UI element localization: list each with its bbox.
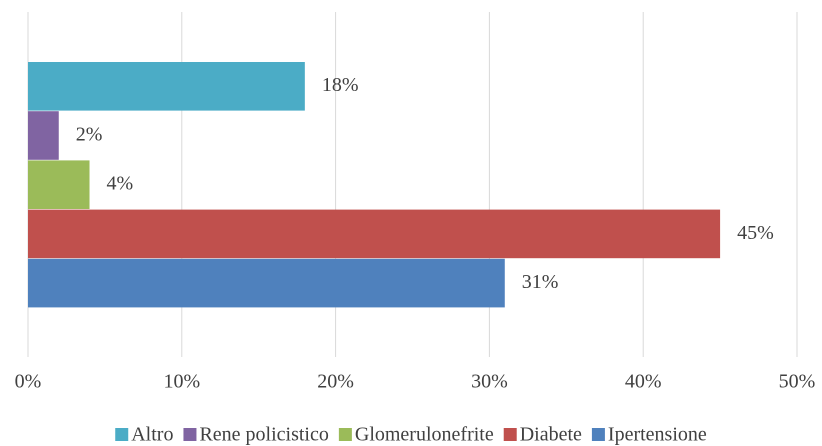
value-label: 31% bbox=[522, 271, 559, 293]
bar bbox=[28, 160, 90, 209]
legend-swatch bbox=[591, 428, 605, 441]
bar bbox=[28, 258, 505, 308]
legend-swatch bbox=[183, 428, 197, 441]
value-label: 2% bbox=[76, 123, 103, 145]
legend-label: Rene policistico bbox=[199, 424, 328, 446]
legend-swatch bbox=[503, 428, 517, 441]
x-tick-label: 20% bbox=[317, 371, 354, 393]
x-tick-label: 10% bbox=[163, 371, 200, 393]
bar bbox=[28, 62, 305, 111]
legend-label: Glomerulonefrite bbox=[355, 424, 494, 446]
legend-swatch bbox=[338, 428, 352, 441]
bar bbox=[28, 209, 721, 259]
x-tick-label: 0% bbox=[15, 371, 42, 393]
x-tick-label: 50% bbox=[779, 371, 816, 393]
value-label: 45% bbox=[737, 222, 774, 244]
x-tick-label: 40% bbox=[625, 371, 662, 393]
value-label: 18% bbox=[322, 74, 359, 96]
legend-swatch bbox=[115, 428, 129, 441]
legend-label: Diabete bbox=[520, 424, 582, 446]
bar bbox=[28, 111, 59, 160]
value-label: 4% bbox=[107, 173, 134, 195]
legend-label: Ipertensione bbox=[608, 424, 707, 446]
x-tick-label: 30% bbox=[471, 371, 508, 393]
legend-label: Altro bbox=[131, 424, 173, 446]
